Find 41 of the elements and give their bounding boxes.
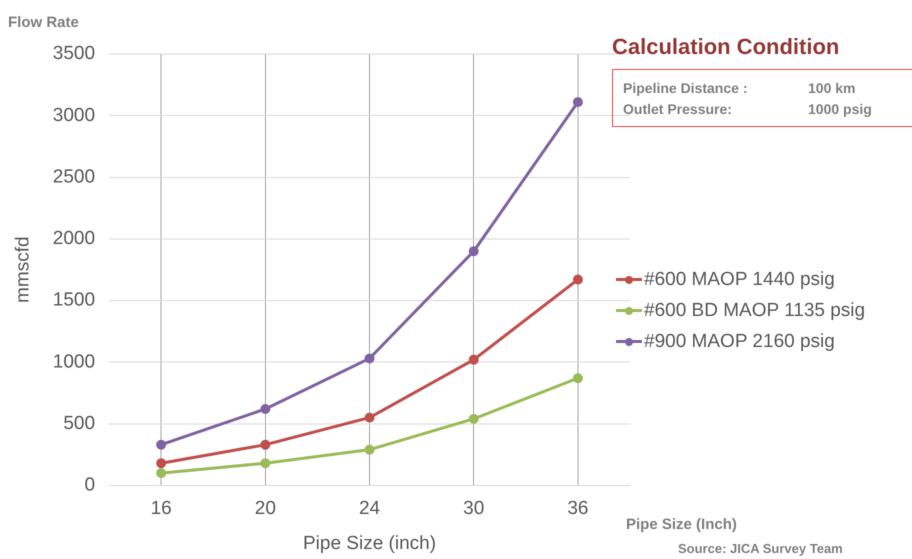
legend-label: #600 BD MAOP 1135 psig xyxy=(644,300,866,322)
x-tick-label: 30 xyxy=(463,498,484,520)
text: Calculation Condition xyxy=(612,34,840,60)
point xyxy=(156,468,166,478)
point xyxy=(260,458,270,468)
y-tick-label: 2000 xyxy=(52,228,96,250)
point xyxy=(260,440,270,450)
legend-label: #900 MAOP 2160 psig xyxy=(644,330,835,352)
text: Pipe Size (Inch) xyxy=(626,516,737,533)
point xyxy=(156,440,166,450)
point xyxy=(468,246,479,256)
point xyxy=(572,97,583,108)
x-tick-label: 20 xyxy=(254,498,276,520)
text: 100 km xyxy=(808,80,856,96)
y-tick-label: 500 xyxy=(63,413,96,434)
text: Flow Rate xyxy=(8,14,79,31)
x-tick-label: 16 xyxy=(150,498,172,520)
x-axis-title: Pipe Size (inch) xyxy=(303,532,436,554)
annotation: Outlet Pressure: xyxy=(623,101,732,117)
x-tick-label: 36 xyxy=(567,498,588,520)
point xyxy=(572,373,583,384)
annotation: Pipeline Distance : xyxy=(623,80,748,96)
y-axis-title: mmscfd xyxy=(12,236,34,303)
legend-label: #600 MAOP 1440 psig xyxy=(644,268,835,290)
point xyxy=(364,412,375,423)
text: 1000 psig xyxy=(808,101,872,117)
y-tick-label: 3000 xyxy=(52,104,96,126)
point xyxy=(156,458,166,468)
point xyxy=(468,354,479,365)
y-tick-label: 1000 xyxy=(52,351,96,372)
x-tick-label: 24 xyxy=(358,498,381,520)
point xyxy=(364,353,375,364)
point xyxy=(260,404,270,414)
point xyxy=(468,414,479,424)
point xyxy=(364,444,375,455)
y-tick-label: 0 xyxy=(84,474,96,496)
y-tick-label: 1500 xyxy=(52,290,96,311)
y-tick-label: 2500 xyxy=(52,166,96,188)
point xyxy=(572,274,583,285)
source-note: Source: JICA Survey Team xyxy=(678,541,843,556)
y-tick-label: 3500 xyxy=(52,43,96,64)
